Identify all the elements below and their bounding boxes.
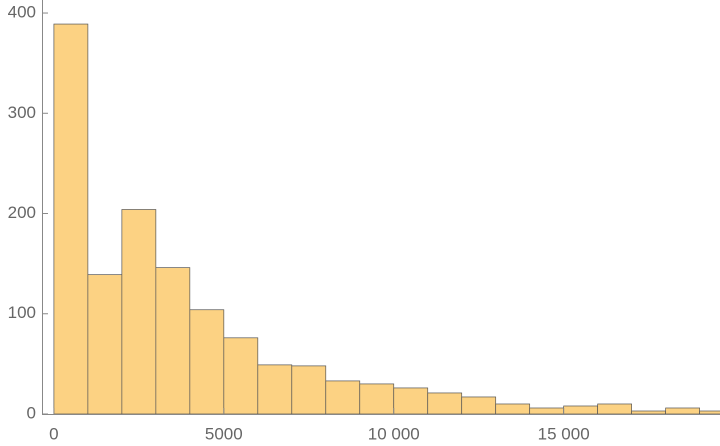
bar: [257, 364, 293, 415]
plot-area: [53, 23, 720, 415]
bar: [699, 410, 720, 415]
bar: [597, 403, 632, 415]
x-tick-label: 0: [49, 424, 58, 443]
y-tick-label: 300: [8, 103, 36, 122]
bar: [495, 403, 531, 415]
bar: [631, 410, 666, 415]
bar: [291, 365, 327, 415]
y-tick-label: 400: [8, 3, 36, 22]
bar: [461, 396, 497, 415]
y-tick-label: 200: [8, 203, 36, 222]
bar: [393, 387, 429, 415]
bar: [359, 383, 395, 415]
bar: [529, 407, 565, 415]
bar: [155, 267, 191, 415]
x-tick-label: 15 000: [538, 424, 590, 443]
bar: [563, 405, 599, 415]
x-tick-label: 10 000: [368, 424, 420, 443]
bar: [87, 274, 123, 415]
bar: [189, 309, 225, 415]
bar: [665, 407, 700, 415]
y-tick-label: 0: [27, 403, 36, 422]
bar: [325, 380, 361, 415]
bar: [121, 209, 157, 415]
bar: [53, 23, 89, 415]
bar: [223, 337, 259, 415]
y-tick-label: 100: [8, 303, 36, 322]
bar: [427, 392, 463, 415]
x-tick-label: 5000: [205, 424, 243, 443]
